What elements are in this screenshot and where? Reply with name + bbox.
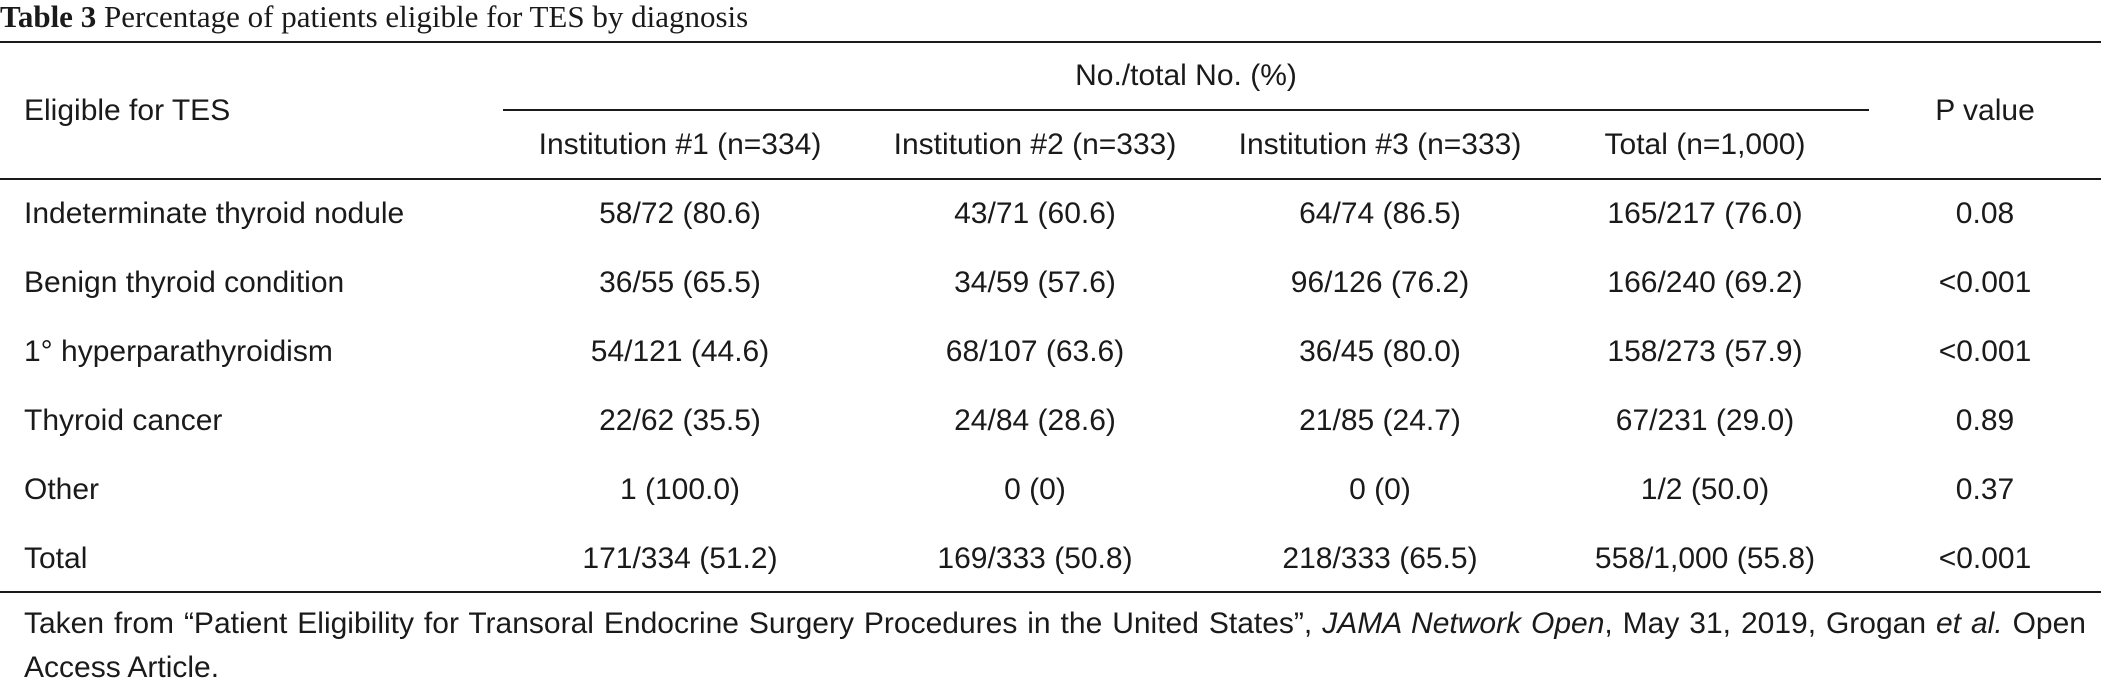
group-header: No./total No. (%) [1075, 59, 1297, 92]
table-cell: 165/217 (76.0) [1607, 197, 1803, 230]
footnote-et-al: et al. [1936, 607, 2003, 640]
table-cell: 24/84 (28.6) [954, 404, 1116, 437]
top-rule [0, 41, 2101, 43]
p-value-cell: <0.001 [1938, 266, 2032, 299]
table-cell: 158/273 (57.9) [1607, 335, 1803, 368]
bottom-rule [0, 591, 2101, 593]
table-title: Percentage of patients eligible for TES … [96, 0, 749, 34]
row-label: 1° hyperparathyroidism [24, 335, 333, 368]
table-cell: 1 (100.0) [619, 473, 741, 506]
footnote-prefix: Taken from “Patient Eligibility for Tran… [24, 607, 1323, 640]
table-cell: 166/240 (69.2) [1607, 266, 1803, 299]
header-rule [0, 178, 2101, 180]
p-value-cell: <0.001 [1938, 335, 2032, 368]
table-cell: 96/126 (76.2) [1290, 266, 1470, 299]
row-label: Other [24, 473, 100, 506]
table-cell: 22/62 (35.5) [599, 404, 761, 437]
p-value-cell: 0.37 [1955, 473, 2015, 506]
row-header-label: Eligible for TES [24, 94, 231, 127]
row-label: Total [24, 542, 88, 575]
column-header-institution-1: Institution #1 (n=334) [538, 128, 822, 161]
footnote-middle: , May 31, 2019, Grogan [1604, 607, 1936, 640]
row-label: Benign thyroid condition [24, 266, 345, 299]
table-cell: 58/72 (80.6) [599, 197, 761, 230]
footnote-journal: JAMA Network Open [1322, 607, 1605, 640]
table-cell: 1/2 (50.0) [1640, 473, 1770, 506]
group-header-rule [503, 109, 1869, 111]
table-cell: 64/74 (86.5) [1299, 197, 1461, 230]
table-number: Table 3 [0, 0, 97, 34]
column-header-institution-3: Institution #3 (n=333) [1238, 128, 1522, 161]
row-label: Indeterminate thyroid nodule [24, 197, 405, 230]
row-label: Thyroid cancer [24, 404, 223, 437]
table-cell: 169/333 (50.8) [937, 542, 1133, 575]
table-cell: 68/107 (63.6) [945, 335, 1125, 368]
table-cell: 21/85 (24.7) [1299, 404, 1461, 437]
table-footnote: Taken from “Patient Eligibility for Tran… [24, 602, 2086, 690]
table-cell: 36/55 (65.5) [599, 266, 761, 299]
table-cell: 36/45 (80.0) [1299, 335, 1461, 368]
table-cell: 0 (0) [1349, 473, 1411, 506]
p-value-cell: 0.08 [1955, 197, 2015, 230]
table-caption: Table 3 Percentage of patients eligible … [0, 0, 748, 36]
table-cell: 43/71 (60.6) [954, 197, 1116, 230]
table-cell: 171/334 (51.2) [582, 542, 778, 575]
footnote-suffix: Open Access Article. [24, 607, 2086, 684]
p-value-cell: 0.89 [1955, 404, 2015, 437]
table-cell: 67/231 (29.0) [1615, 404, 1795, 437]
table-cell: 54/121 (44.6) [590, 335, 770, 368]
table-cell: 34/59 (57.6) [954, 266, 1116, 299]
table-cell: 218/333 (65.5) [1282, 542, 1478, 575]
table-cell: 0 (0) [1004, 473, 1066, 506]
column-header-total: Total (n=1,000) [1604, 128, 1806, 161]
column-header-institution-2: Institution #2 (n=333) [893, 128, 1177, 161]
column-header-p-value: P value [1935, 94, 2035, 127]
p-value-cell: <0.001 [1938, 542, 2032, 575]
table-cell: 558/1,000 (55.8) [1594, 542, 1816, 575]
